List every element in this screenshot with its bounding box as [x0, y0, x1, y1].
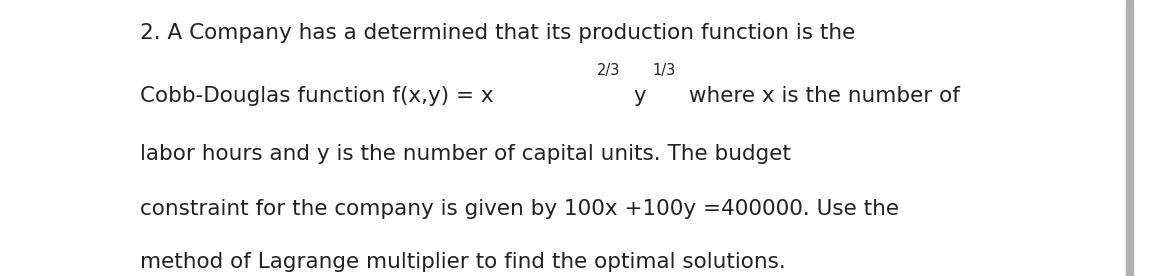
Text: labor hours and y is the number of capital units. The budget: labor hours and y is the number of capit… — [140, 144, 791, 164]
Text: method of Lagrange multiplier to find the optimal solutions.: method of Lagrange multiplier to find th… — [140, 252, 786, 272]
Text: where x is the number of: where x is the number of — [682, 86, 961, 106]
Text: 2. A Company has a determined that its production function is the: 2. A Company has a determined that its p… — [140, 23, 855, 43]
Bar — [1126, 0, 1133, 276]
Text: 1/3: 1/3 — [652, 63, 675, 78]
Text: 2/3: 2/3 — [597, 63, 620, 78]
Text: constraint for the company is given by 100x +100y =400000. Use the: constraint for the company is given by 1… — [140, 199, 900, 219]
Text: Cobb-Douglas function f(x,y) = x: Cobb-Douglas function f(x,y) = x — [140, 86, 494, 106]
Text: y: y — [627, 86, 647, 106]
